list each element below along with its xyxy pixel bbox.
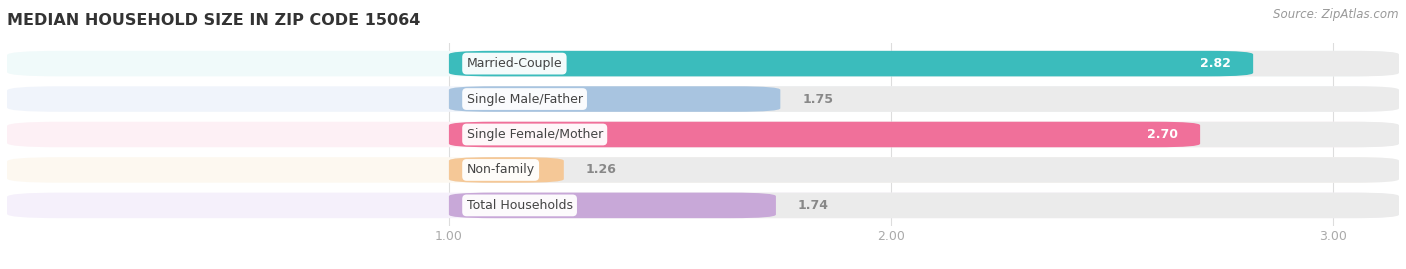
Text: MEDIAN HOUSEHOLD SIZE IN ZIP CODE 15064: MEDIAN HOUSEHOLD SIZE IN ZIP CODE 15064 xyxy=(7,13,420,29)
Text: Non-family: Non-family xyxy=(467,164,534,176)
Text: 1.74: 1.74 xyxy=(799,199,830,212)
FancyBboxPatch shape xyxy=(449,157,564,183)
Text: Married-Couple: Married-Couple xyxy=(467,57,562,70)
FancyBboxPatch shape xyxy=(449,193,1399,218)
FancyBboxPatch shape xyxy=(449,51,1253,76)
Text: Source: ZipAtlas.com: Source: ZipAtlas.com xyxy=(1274,8,1399,21)
FancyBboxPatch shape xyxy=(7,86,1399,112)
FancyBboxPatch shape xyxy=(7,193,1399,218)
FancyBboxPatch shape xyxy=(449,122,1399,147)
Text: Total Households: Total Households xyxy=(467,199,572,212)
FancyBboxPatch shape xyxy=(449,157,1399,183)
Text: 1.26: 1.26 xyxy=(586,164,617,176)
FancyBboxPatch shape xyxy=(7,157,1399,183)
FancyBboxPatch shape xyxy=(449,193,776,218)
FancyBboxPatch shape xyxy=(7,51,1399,76)
FancyBboxPatch shape xyxy=(7,122,1399,147)
FancyBboxPatch shape xyxy=(449,86,780,112)
FancyBboxPatch shape xyxy=(449,51,1399,76)
FancyBboxPatch shape xyxy=(449,122,1201,147)
Text: 2.70: 2.70 xyxy=(1147,128,1178,141)
FancyBboxPatch shape xyxy=(449,86,1399,112)
Text: 2.82: 2.82 xyxy=(1201,57,1232,70)
Text: Single Male/Father: Single Male/Father xyxy=(467,93,582,105)
Text: Single Female/Mother: Single Female/Mother xyxy=(467,128,603,141)
Text: 1.75: 1.75 xyxy=(803,93,834,105)
